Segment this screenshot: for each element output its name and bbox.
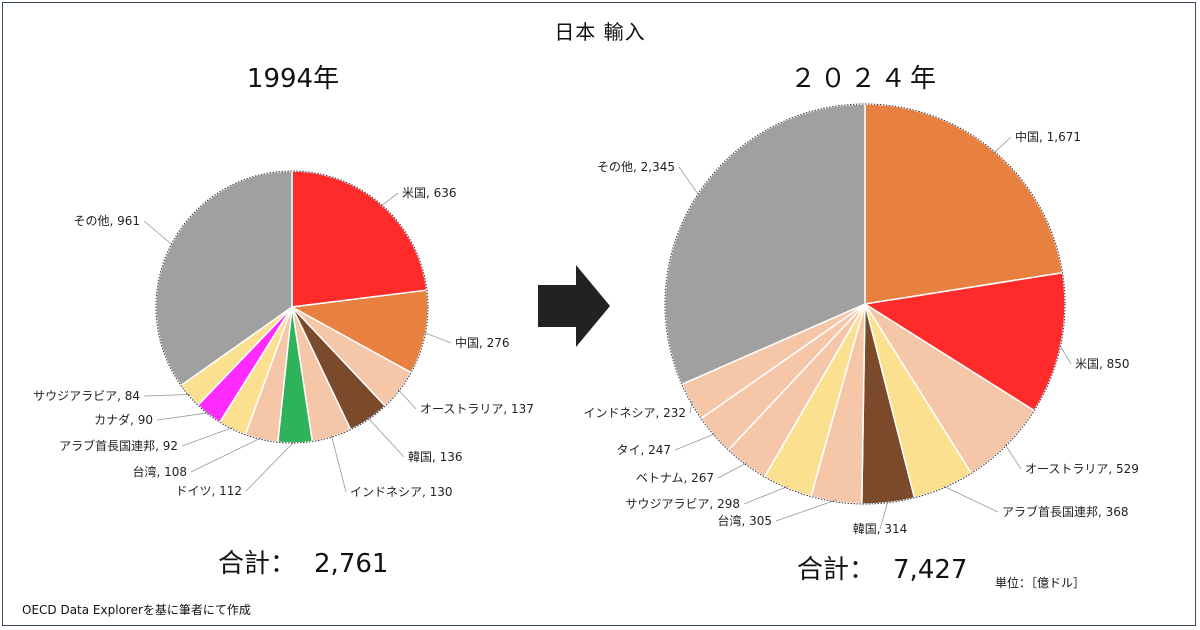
pie-1994-title: 1994年 <box>246 64 340 94</box>
pie-2024-leader-0 <box>993 136 1012 154</box>
pie-1994-label-10: その他, 961 <box>73 214 140 228</box>
pie-1994-leader-9 <box>143 394 191 397</box>
pie-1994-label-4: インドネシア, 130 <box>350 485 453 499</box>
pie-1994-leader-2 <box>397 388 417 410</box>
pie-2024-label-8: タイ, 247 <box>616 443 671 457</box>
pie-1994-label-3: 韓国, 136 <box>408 450 463 464</box>
pie-1994-label-5: ドイツ, 112 <box>175 484 242 498</box>
pie-1994: 米国, 636 中国, 276 オーストラリア, 137 韓国, 136 インドネシア,… <box>33 170 534 499</box>
pie-2024-leader-3 <box>942 485 999 513</box>
pie-1994-label-0: 米国, 636 <box>402 186 457 200</box>
pie-2024-label-6: サウジアラビア, 298 <box>625 497 740 511</box>
pie-2024-label-10: その他, 2,345 <box>597 160 675 174</box>
pie-1994-leader-4 <box>330 434 347 493</box>
pie-1994-leader-3 <box>367 417 405 458</box>
pie-2024-label-7: ベトナム, 267 <box>636 471 714 485</box>
pie-2024-leader-2 <box>1004 443 1022 470</box>
total-2024-prefix: 合計： <box>797 555 876 585</box>
pie-2024-label-2: オーストラリア, 529 <box>1025 462 1139 476</box>
pie-2024-label-4: 韓国, 314 <box>853 522 908 536</box>
right-arrow-icon <box>538 265 610 347</box>
pie-2024: 中国, 1,671 米国, 850 オーストラリア, 529 アラブ首長国連邦, 36… <box>583 103 1139 536</box>
total-1994-value: 2,761 <box>314 549 389 579</box>
pie-2024-label-5: 台湾, 305 <box>717 513 772 528</box>
pie-2024-label-0: 中国, 1,671 <box>1015 129 1081 144</box>
pie-1994-leader-6 <box>190 437 262 473</box>
pie-2024-leader-6 <box>743 485 789 505</box>
pie-1994-leader-10 <box>143 220 174 246</box>
pie-2024-leader-8 <box>674 433 716 451</box>
total-1994: 合計： 2,761 <box>218 543 388 580</box>
pie-1994-label-1: 中国, 276 <box>455 335 510 350</box>
pie-1994-label-7: アラブ首長国連邦, 92 <box>59 438 178 453</box>
pie-1994-label-6: 台湾, 108 <box>132 464 187 479</box>
pie-2024-label-1: 米国, 850 <box>1075 357 1130 371</box>
pie-1994-outline <box>155 170 429 444</box>
pie-2024-leader-7 <box>717 462 748 479</box>
pie-2024-leader-10 <box>678 166 700 196</box>
pie-1994-leader-8 <box>156 412 210 421</box>
pie-2024-leader-4 <box>879 500 889 530</box>
pie-1994-label-8: カナダ, 90 <box>94 412 153 427</box>
pie-2024-leader-5 <box>775 499 837 522</box>
pie-1994-leader-0 <box>380 192 399 207</box>
pie-2024-label-3: アラブ首長国連邦, 368 <box>1002 504 1129 519</box>
pie-2024-leader-1 <box>1058 343 1072 365</box>
pie-2024-outline <box>664 103 1066 505</box>
unit-label: 単位：［億ドル］ <box>995 576 1086 590</box>
pie-2024-title: ２０２４年 <box>789 64 940 94</box>
total-1994-prefix: 合計： <box>218 549 297 579</box>
chart-title: 日本 輸入 <box>554 20 646 44</box>
pie-1994-leader-7 <box>181 426 234 447</box>
pie-1994-leader-1 <box>423 331 452 344</box>
source-note: OECD Data Explorerを基に筆者にて作成 <box>22 603 251 617</box>
pie-1994-leader-5 <box>245 440 296 492</box>
pie-2024-leader-9 <box>689 400 693 414</box>
total-2024: 合計： 7,427 <box>797 549 967 586</box>
total-2024-value: 7,427 <box>893 555 968 585</box>
pie-1994-label-2: オーストラリア, 137 <box>420 402 534 416</box>
pie-2024-label-9: インドネシア, 232 <box>583 406 686 420</box>
pie-1994-label-9: サウジアラビア, 84 <box>33 389 140 403</box>
